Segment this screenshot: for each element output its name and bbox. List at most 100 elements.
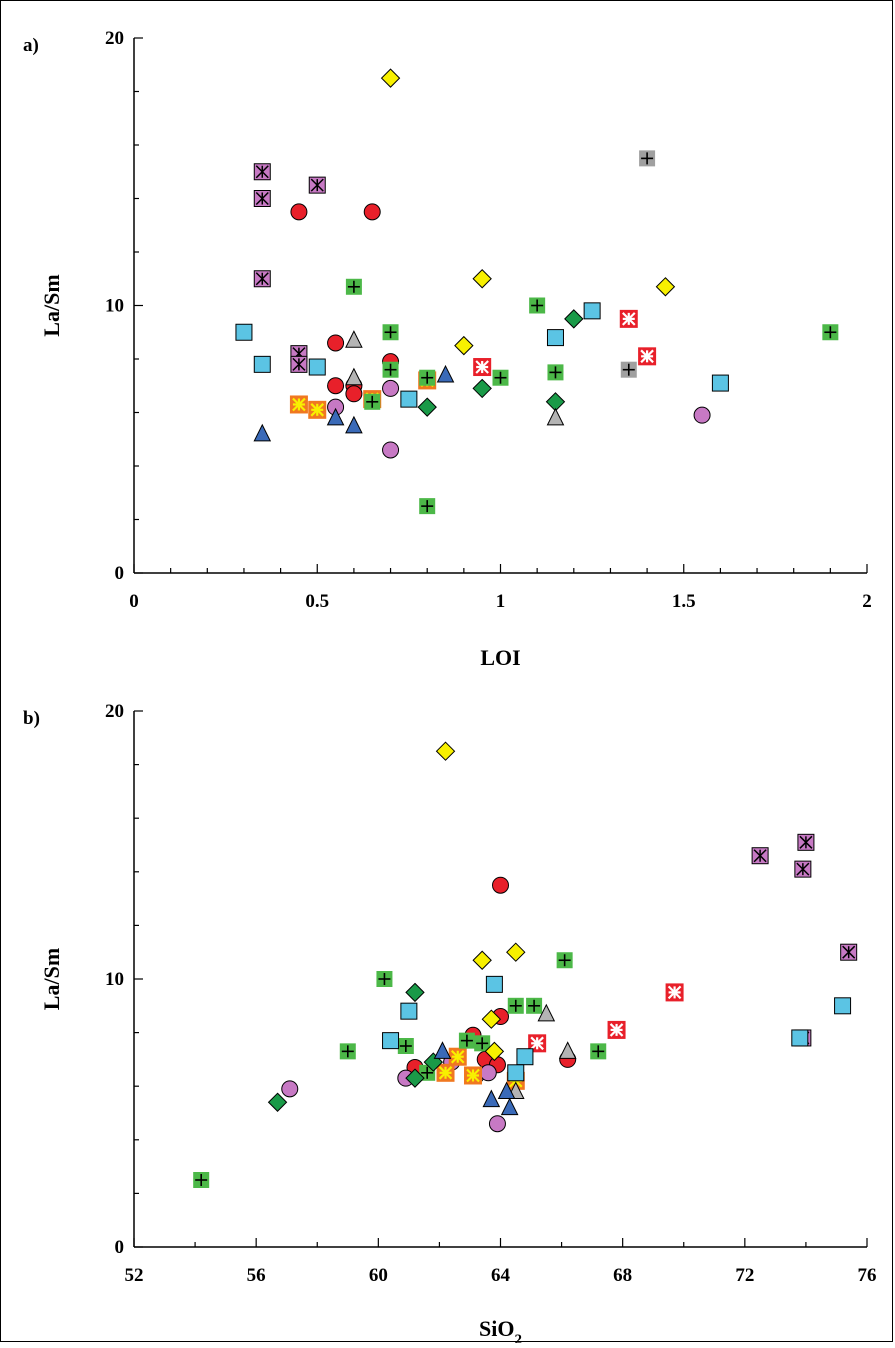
- data-point: [400, 1002, 418, 1020]
- data-point: [516, 1048, 534, 1066]
- data-point: [308, 358, 326, 376]
- data-point: [834, 997, 852, 1015]
- data-point: [253, 423, 272, 442]
- data-point: [345, 367, 363, 386]
- series-2-square-star: [253, 163, 326, 373]
- data-point: [638, 347, 657, 366]
- x-axis-label: LOI: [480, 645, 520, 670]
- data-point: [472, 269, 492, 289]
- data-point: [400, 390, 418, 408]
- data-point: [405, 982, 425, 1003]
- data-point: [436, 1063, 455, 1082]
- x-axis-label-subscript: 2: [514, 1332, 522, 1343]
- series-10-triangle: [433, 1041, 519, 1116]
- data-point: [822, 324, 839, 341]
- data-point: [473, 358, 492, 377]
- data-point: [290, 355, 308, 373]
- data-point: [458, 1032, 475, 1049]
- data-point: [528, 1034, 547, 1053]
- series-3-square-asterisk: [473, 309, 657, 377]
- data-point: [382, 324, 399, 341]
- series-5-square-plus: [193, 952, 607, 1188]
- x-tick-label: 76: [858, 1265, 877, 1286]
- x-axis-label: SiO2: [479, 1316, 522, 1343]
- data-point: [791, 1029, 809, 1047]
- data-point: [655, 277, 676, 297]
- data-point: [500, 1097, 519, 1116]
- panel-b: 0 10 20 52 56 60 64 68 72 76 SiO2 La/Sm b): [23, 701, 877, 1348]
- panel-label: b): [23, 708, 40, 729]
- data-point: [711, 374, 729, 392]
- data-point: [281, 1080, 299, 1098]
- data-point: [345, 278, 362, 295]
- data-point: [797, 833, 815, 851]
- series-10-triangle: [345, 330, 565, 426]
- data-point: [345, 330, 363, 348]
- data-point: [546, 407, 565, 426]
- y-tick-label: 10: [105, 969, 124, 990]
- data-point: [405, 1068, 425, 1088]
- x-tick-label: 56: [247, 1265, 266, 1286]
- data-point: [583, 302, 601, 320]
- data-point: [607, 1020, 626, 1039]
- series-5-square-plus: [345, 278, 839, 515]
- series-6-square: [382, 975, 852, 1082]
- data-point: [308, 400, 327, 419]
- x-tick-label: 60: [369, 1265, 388, 1286]
- y-tick-label: 20: [105, 28, 124, 49]
- data-point: [380, 68, 401, 88]
- x-tick-label: 1: [496, 591, 506, 612]
- data-point: [448, 1047, 467, 1066]
- data-point: [558, 1041, 577, 1059]
- x-tick-label: 64: [491, 1265, 511, 1286]
- series-1-circle: [327, 379, 711, 459]
- data-point: [620, 361, 637, 378]
- series-3-square-asterisk: [528, 983, 684, 1053]
- data-point: [751, 847, 769, 865]
- data-point: [382, 361, 399, 378]
- data-point: [339, 1043, 356, 1060]
- data-point: [547, 364, 564, 381]
- y-tick-label: 20: [105, 701, 124, 722]
- y-axis-label: La/Sm: [39, 274, 64, 336]
- data-point: [327, 334, 345, 352]
- data-point: [326, 407, 345, 426]
- data-point: [382, 441, 400, 459]
- data-point: [529, 297, 546, 314]
- data-point: [382, 379, 400, 397]
- x-tick-label: 52: [125, 1265, 144, 1286]
- data-point: [619, 309, 638, 328]
- data-point: [382, 1032, 400, 1050]
- data-point: [537, 1003, 556, 1022]
- data-point: [289, 395, 308, 414]
- data-point: [253, 355, 271, 373]
- x-tick-label: 68: [613, 1265, 632, 1286]
- data-point: [472, 378, 492, 399]
- data-point: [235, 323, 253, 341]
- data-point: [253, 190, 271, 207]
- y-tick-label: 0: [115, 1237, 125, 1258]
- data-point: [472, 950, 492, 970]
- data-point: [479, 1064, 497, 1082]
- data-point: [364, 393, 381, 410]
- y-tick-label: 0: [115, 563, 125, 584]
- data-point: [454, 335, 474, 356]
- data-point: [474, 1035, 491, 1052]
- data-point: [253, 163, 271, 181]
- data-point: [546, 329, 564, 347]
- series-7-diamond: [435, 741, 526, 1062]
- data-point: [564, 309, 584, 329]
- data-point: [419, 498, 436, 515]
- data-point: [482, 1089, 501, 1108]
- data-point: [253, 270, 271, 288]
- data-point: [433, 1041, 452, 1059]
- data-point: [193, 1172, 210, 1188]
- series-8-diamond: [380, 68, 676, 356]
- data-point: [526, 997, 543, 1014]
- data-point: [485, 975, 503, 993]
- data-point: [419, 369, 436, 386]
- series-1-circle: [281, 1053, 506, 1133]
- data-point: [507, 1064, 525, 1082]
- data-point: [345, 415, 363, 434]
